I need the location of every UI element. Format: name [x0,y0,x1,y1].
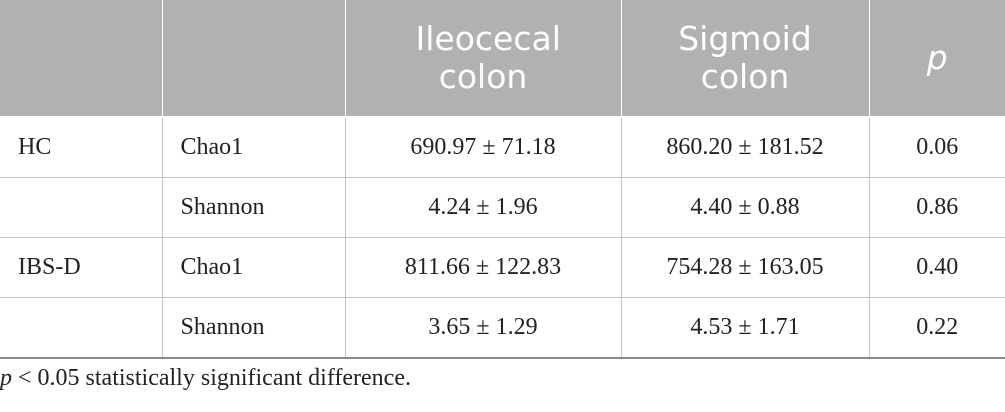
ileocecal-cell: 4.24 ± 1.96 [344,177,621,238]
header-metric [161,0,345,118]
header-ileocecal-colon: Ileocecal colon [344,0,621,118]
table-row: Shannon 3.65 ± 1.29 4.53 ± 1.71 0.22 [0,297,1005,359]
group-cell: IBS-D [0,237,162,298]
footnote-text: < 0.05 statistically significant differe… [12,365,411,391]
sigmoid-cell: 860.20 ± 181.52 [620,117,869,178]
metric-cell: Chao1 [161,117,345,178]
metric-cell: Shannon [161,177,345,238]
table-row: IBS-D Chao1 811.66 ± 122.83 754.28 ± 163… [0,237,1005,298]
data-table: Ileocecal colon Sigmoid colon p HC Chao1… [0,0,1005,359]
ileocecal-cell: 690.97 ± 71.18 [344,117,621,178]
table-footnote: p < 0.05 statistically significant diffe… [0,365,411,392]
ileocecal-cell: 811.66 ± 122.83 [344,237,621,298]
header-sigmoid-colon: Sigmoid colon [620,0,869,118]
group-cell: HC [0,117,162,178]
group-cell [0,177,162,238]
header-p-value: p [868,0,1005,118]
footnote-p-symbol: p [0,365,12,391]
p-value-cell: 0.22 [868,297,1005,359]
p-value-cell: 0.40 [868,237,1005,298]
table-row: HC Chao1 690.97 ± 71.18 860.20 ± 181.52 … [0,117,1005,178]
header-row: Ileocecal colon Sigmoid colon p [0,0,1005,118]
metric-cell: Chao1 [161,237,345,298]
header-group [0,0,162,118]
sigmoid-cell: 4.40 ± 0.88 [620,177,869,238]
group-cell [0,297,162,359]
sigmoid-cell: 4.53 ± 1.71 [620,297,869,359]
p-value-cell: 0.06 [868,117,1005,178]
table-row: Shannon 4.24 ± 1.96 4.40 ± 0.88 0.86 [0,177,1005,238]
ileocecal-cell: 3.65 ± 1.29 [344,297,621,359]
sigmoid-cell: 754.28 ± 163.05 [620,237,869,298]
p-value-cell: 0.86 [868,177,1005,238]
metric-cell: Shannon [161,297,345,359]
